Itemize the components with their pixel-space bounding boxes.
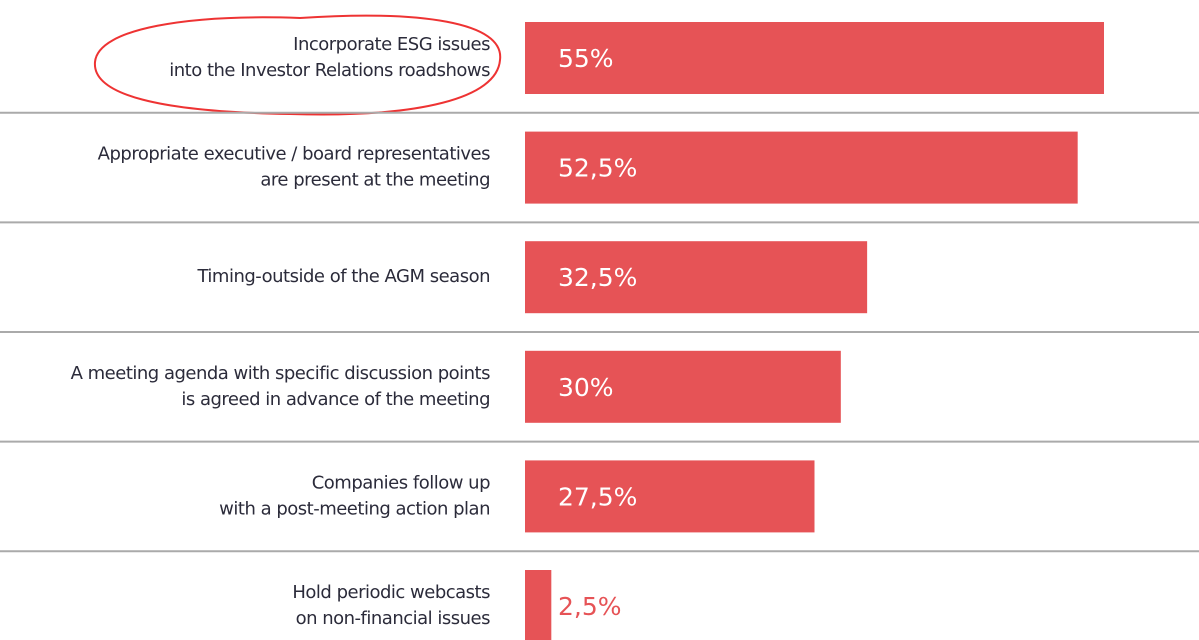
category-label: into the Investor Relations roadshows xyxy=(169,60,490,81)
bar xyxy=(525,570,552,640)
bar xyxy=(525,460,815,533)
category-label: Appropriate executive / board representa… xyxy=(98,144,490,165)
highlight-ellipse xyxy=(93,14,502,116)
category-label: with a post-meeting action plan xyxy=(219,498,490,519)
category-label: Hold periodic webcasts xyxy=(292,582,490,603)
category-label: Incorporate ESG issues xyxy=(293,34,490,55)
category-label: is agreed in advance of the meeting xyxy=(181,389,490,410)
bar xyxy=(525,241,868,314)
value-label: 52,5% xyxy=(558,154,637,183)
value-label: 2,5% xyxy=(558,592,622,621)
value-label: 27,5% xyxy=(558,482,637,511)
bar xyxy=(525,22,1104,94)
value-label: 55% xyxy=(558,44,614,73)
bar xyxy=(525,131,1078,204)
value-label: 32,5% xyxy=(558,263,637,292)
category-label: Companies follow up xyxy=(312,472,490,493)
value-label: 30% xyxy=(558,373,614,402)
bar xyxy=(525,350,841,423)
category-label: Timing-outside of the AGM season xyxy=(196,266,490,287)
category-label: are present at the meeting xyxy=(260,170,490,191)
category-label: on non-financial issues xyxy=(296,608,491,629)
category-label: A meeting agenda with specific discussio… xyxy=(71,363,491,384)
